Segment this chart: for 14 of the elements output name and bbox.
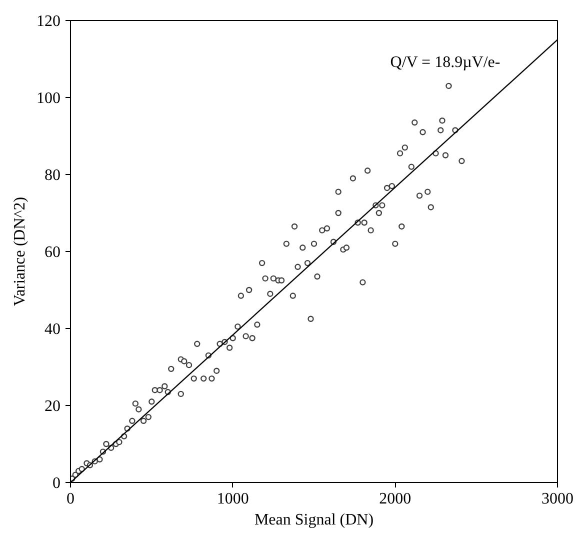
y-tick-label: 80 — [44, 167, 60, 184]
y-tick-label: 100 — [36, 90, 60, 107]
y-tick-label: 20 — [44, 398, 60, 415]
annotation: Q/V = 18.9µV/e- — [390, 54, 500, 71]
x-tick-label: 3000 — [542, 490, 574, 508]
y-tick-label: 120 — [36, 13, 60, 30]
y-tick-label: 0 — [52, 475, 60, 492]
x-tick-label: 2000 — [379, 490, 412, 508]
y-axis-title: Variance (DN^2) — [12, 196, 28, 306]
y-tick-label: 40 — [44, 321, 60, 338]
x-tick-label: 0 — [66, 490, 74, 508]
x-tick-label: 1000 — [216, 490, 249, 508]
x-axis-title: Mean Signal (DN) — [254, 512, 374, 528]
y-tick-label: 60 — [44, 244, 60, 261]
